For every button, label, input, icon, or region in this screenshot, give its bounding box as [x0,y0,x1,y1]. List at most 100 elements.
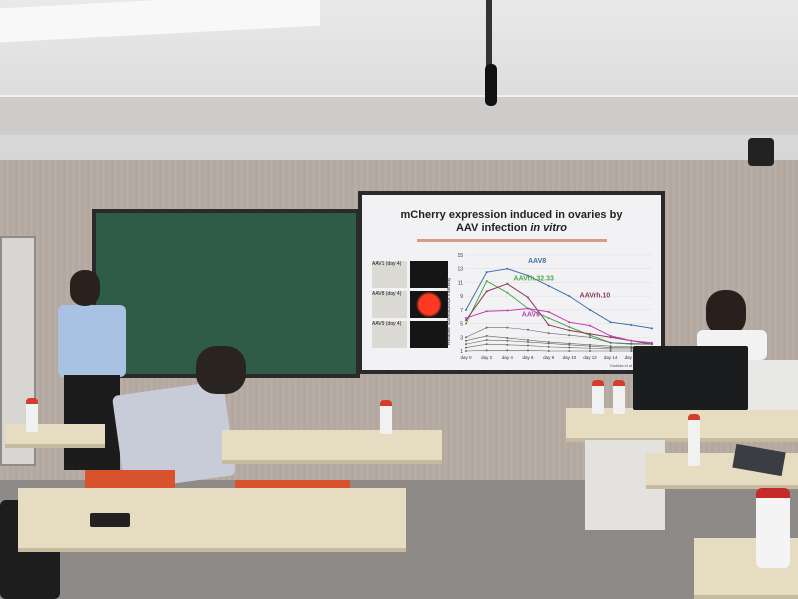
data-point [568,343,571,346]
water-bottle [26,398,38,432]
y-tick-label: 7 [460,308,463,314]
data-point [568,321,571,324]
series-line [465,268,653,329]
series-line [465,307,653,344]
data-point [485,310,488,313]
data-point [568,334,571,337]
series-label: AAVrh.10 [580,293,611,300]
data-point [465,336,467,339]
phone [90,513,130,527]
data-point [465,319,467,322]
x-tick-label: day 14 [604,355,618,360]
data-point [485,349,488,352]
data-point [589,332,591,335]
x-tick-label: day 10 [563,355,577,360]
data-point [568,295,571,298]
series-label: AAV8 [528,258,546,265]
y-tick-label: 11 [458,280,463,286]
series-line [465,335,652,348]
thermos [756,488,790,568]
y-tick-label: 5 [460,322,463,328]
printer [748,360,798,410]
presenter-woman-head [706,290,746,336]
data-point [527,349,529,352]
slide-title: mCherry expression induced in ovaries by… [362,209,661,235]
x-tick-label: day 8 [543,355,555,360]
slide: mCherry expression induced in ovaries by… [362,195,661,370]
data-point [506,309,509,312]
series-line [465,283,653,345]
data-point [547,342,550,345]
data-point [527,274,529,277]
data-point [547,310,550,313]
chair [85,470,175,492]
data-point [506,267,509,270]
ovary-thumb-aav1: AAV1 (day 4) [372,261,407,288]
y-tick-label: 15 [457,253,463,259]
data-point [485,326,488,329]
data-point [485,339,488,342]
data-point [609,334,612,337]
data-point [527,296,529,299]
hanging-microphone [485,64,497,106]
data-point [547,284,550,287]
data-point [609,350,612,352]
data-point [527,339,529,342]
data-point [547,323,550,326]
x-tick-label: day 12 [583,355,597,360]
series-label: AAV9 [522,312,540,319]
series-line [465,343,652,350]
data-point [568,329,571,332]
y-tick-label: 1 [460,349,463,355]
security-camera [748,138,774,166]
data-point [506,339,509,342]
data-point [527,344,529,347]
data-point [568,342,571,345]
data-point [630,347,633,350]
ovary-thumb-aav8: AAV8 (day 4) [372,291,407,318]
data-point [547,332,550,335]
data-point [589,343,591,346]
desk-center [222,430,442,464]
x-tick-label: day 2 [481,355,493,360]
y-tick-label: 9 [460,294,463,300]
data-point [465,308,467,311]
data-point [609,346,612,349]
series-line [465,327,653,345]
data-point [589,334,591,337]
data-point [506,349,509,352]
fluorescence-image-aav1 [410,261,448,288]
water-bottle [380,400,392,434]
series-line [465,280,652,345]
data-point [589,345,591,348]
fluorescence-image-aav8 [410,291,448,318]
data-point [465,350,467,352]
data-point [506,343,509,346]
x-tick-label: day 4 [502,355,514,360]
data-point [465,343,467,346]
data-point [630,323,633,326]
data-point [630,342,633,345]
desk-front [18,488,406,552]
data-point [589,308,591,311]
data-point [651,327,653,330]
data-point [609,336,612,339]
data-point [609,347,612,350]
data-point [630,346,633,349]
data-point [527,341,529,344]
slide-title-line1: mCherry expression induced in ovaries by [400,209,623,221]
data-point [465,322,467,325]
data-point [527,328,529,331]
standing-man-head [70,270,100,306]
data-point [589,324,591,327]
data-point [547,341,550,344]
series-label: AAVrh.32.33 [514,275,554,282]
computer-monitor [633,346,748,410]
data-point [630,350,633,352]
series-line [465,350,652,352]
data-point [589,347,591,350]
data-point [485,290,488,293]
data-point [609,341,612,344]
data-point [527,307,529,310]
data-point [465,317,467,320]
